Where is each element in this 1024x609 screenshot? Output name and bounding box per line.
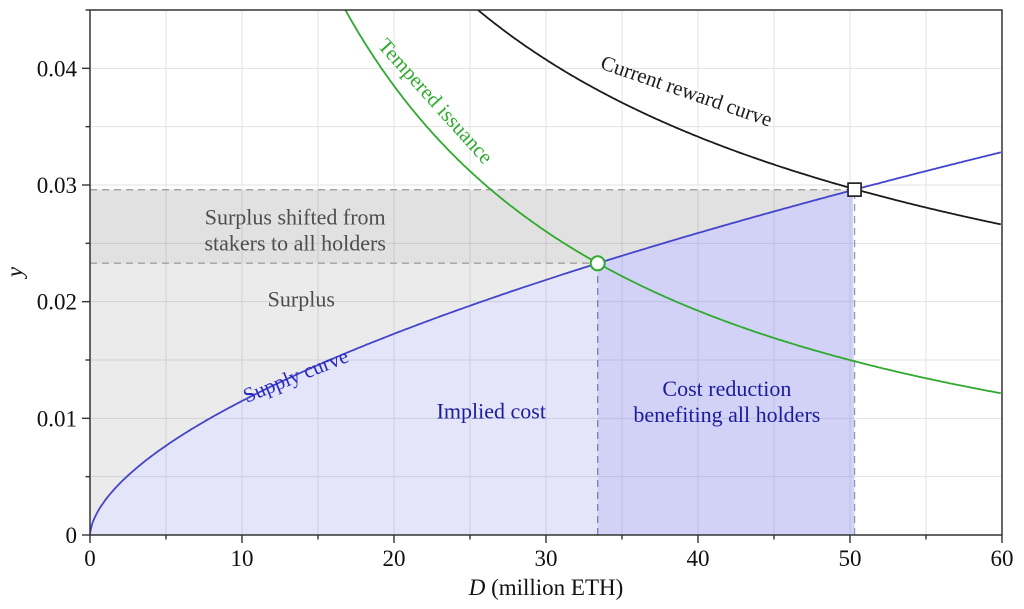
- region-label-cost-reduction: Cost reduction benefiting all holders: [633, 376, 820, 427]
- current-equilibrium-marker: [847, 182, 862, 197]
- region-cost-reduction: [597, 190, 855, 535]
- y-tick-label: 0: [66, 523, 78, 548]
- region-label-surplus: Surplus: [268, 286, 335, 311]
- region-label-implied-cost: Implied cost: [437, 398, 546, 423]
- tempered-issuance-path: [344, 10, 1001, 395]
- x-tick-label: 50: [839, 546, 862, 571]
- x-tick-label: 60: [991, 546, 1014, 571]
- x-tick-label: 10: [231, 546, 254, 571]
- y-tick-label: 0.02: [37, 290, 77, 315]
- x-tick-label: 30: [535, 546, 558, 571]
- region-implied-cost: [90, 263, 598, 535]
- current-reward-curve-label: Current reward curve: [598, 50, 776, 131]
- region-surplus: [90, 263, 598, 535]
- x-tick-label: 40: [687, 546, 710, 571]
- axis-ticks: [82, 9, 1003, 543]
- y-tick-label: 0.04: [37, 56, 78, 81]
- y-axis-title: y: [2, 266, 27, 279]
- region-label-surplus-shifted: Surplus shifted from stakers to all holde…: [204, 204, 385, 255]
- tempered-equilibrium-marker: [589, 255, 606, 272]
- current-reward-curve-path: [476, 10, 1002, 226]
- y-tick-label: 0.03: [37, 173, 77, 198]
- x-axis-title: D (million ETH): [468, 575, 624, 600]
- y-tick-label: 0.01: [37, 406, 77, 431]
- tempered-issuance-label: Tempered issuance: [373, 33, 498, 168]
- region-surplus-shifted: [90, 189, 855, 264]
- x-tick-label: 0: [84, 546, 96, 571]
- x-tick-label: 20: [383, 546, 406, 571]
